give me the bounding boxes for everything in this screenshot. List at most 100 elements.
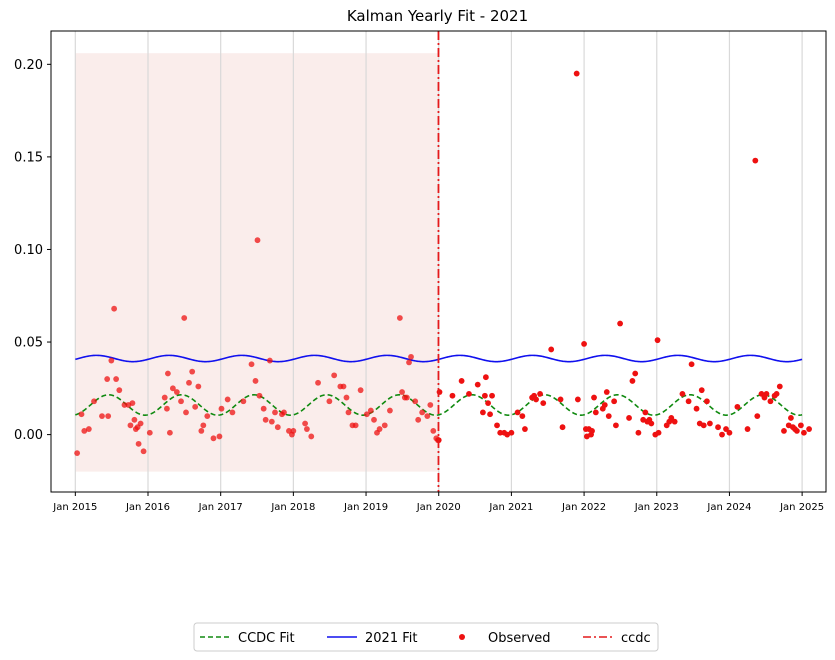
observed-point (166, 429, 173, 436)
observed-point (85, 426, 92, 432)
observed-point (734, 403, 741, 410)
observed-point (315, 379, 321, 386)
observed-point (668, 415, 675, 421)
observed-point (266, 357, 273, 364)
observed-point (592, 409, 599, 416)
observed-point (466, 390, 472, 397)
observed-point (129, 400, 136, 407)
observed-point (178, 398, 184, 405)
observed-point (494, 422, 500, 429)
observed-point (626, 415, 632, 421)
observed-point (537, 390, 543, 397)
observed-point (726, 429, 733, 436)
observed-point (654, 337, 661, 344)
observed-point (252, 378, 259, 384)
observed-point (794, 428, 800, 434)
observed-point (140, 448, 147, 455)
observed-point (357, 387, 364, 394)
observed-point (671, 418, 678, 425)
x-tick-label: Jan 2019 (343, 502, 388, 513)
observed-point (181, 315, 188, 321)
observed-point (605, 413, 612, 419)
observed-point (629, 378, 636, 384)
observed-point (268, 418, 275, 425)
observed-point (406, 359, 412, 366)
observed-point (589, 428, 595, 434)
observed-point (216, 433, 223, 440)
observed-point (788, 415, 794, 421)
observed-point (635, 429, 642, 436)
observed-point (581, 340, 587, 347)
observed-point (685, 398, 692, 405)
observed-point (679, 390, 686, 397)
plot-area (50, 30, 827, 493)
observed-point (116, 387, 123, 394)
observed-point (482, 374, 489, 381)
y-tick-label: 0.10 (14, 243, 43, 258)
observed-point (573, 70, 580, 77)
observed-point (752, 157, 759, 164)
observed-point (754, 413, 761, 419)
x-tick-label: Jan 2017 (198, 502, 243, 513)
observed-point (164, 405, 170, 412)
observed-point (173, 389, 180, 395)
observed-point (302, 420, 308, 427)
observed-point (436, 389, 443, 395)
observed-point (412, 398, 419, 405)
observed-point (192, 403, 199, 410)
observed-point (81, 428, 88, 434)
observed-point (449, 392, 456, 399)
observed-point (240, 398, 247, 405)
observed-point (806, 426, 812, 432)
observed-point (559, 424, 566, 431)
observed-point (611, 398, 618, 405)
observed-point (169, 385, 176, 392)
observed-point (371, 416, 377, 423)
observed-point (105, 413, 112, 419)
observed-point (135, 440, 142, 447)
observed-point (290, 428, 297, 434)
observed-point (78, 411, 85, 418)
observed-point (781, 428, 787, 434)
legend-marker-observed (459, 634, 465, 640)
observed-point (308, 433, 315, 440)
observed-point (704, 398, 710, 405)
observed-point (137, 420, 144, 427)
observed-point (183, 409, 189, 416)
observed-point (165, 370, 171, 377)
observed-point (104, 376, 111, 382)
y-tick-label: 0.20 (14, 58, 43, 73)
legend: CCDC Fit 2021 Fit Observed ccdc (193, 622, 659, 652)
observed-point (387, 407, 393, 414)
observed-point (326, 398, 333, 405)
x-tick-label: Jan 2024 (706, 502, 751, 513)
observed-point (131, 416, 138, 423)
observed-point (427, 402, 434, 408)
observed-point (601, 402, 608, 408)
observed-point (343, 394, 350, 401)
observed-point (776, 383, 783, 390)
observed-point (430, 428, 437, 434)
observed-point (256, 392, 263, 399)
y-tick-label: 0.15 (14, 150, 43, 165)
observed-point (210, 435, 217, 442)
x-axis: Jan 2015 Jan 2016 Jan 2017 Jan 2018 Jan 2019… (52, 492, 824, 513)
observed-point (281, 409, 287, 416)
observed-point (797, 422, 804, 429)
observed-point (111, 305, 118, 312)
observed-point (719, 431, 725, 438)
observed-point (540, 400, 547, 407)
observed-point (474, 381, 481, 388)
observed-point (99, 413, 105, 419)
observed-point (723, 426, 729, 432)
observed-point (698, 387, 705, 394)
observed-point (200, 422, 207, 429)
observed-point (419, 409, 426, 416)
observed-point (396, 315, 403, 321)
observed-point (648, 420, 655, 427)
observed-point (557, 396, 564, 403)
observed-point (146, 429, 153, 436)
legend-label-2021-fit: 2021 Fit (365, 631, 417, 646)
observed-point (399, 389, 405, 395)
